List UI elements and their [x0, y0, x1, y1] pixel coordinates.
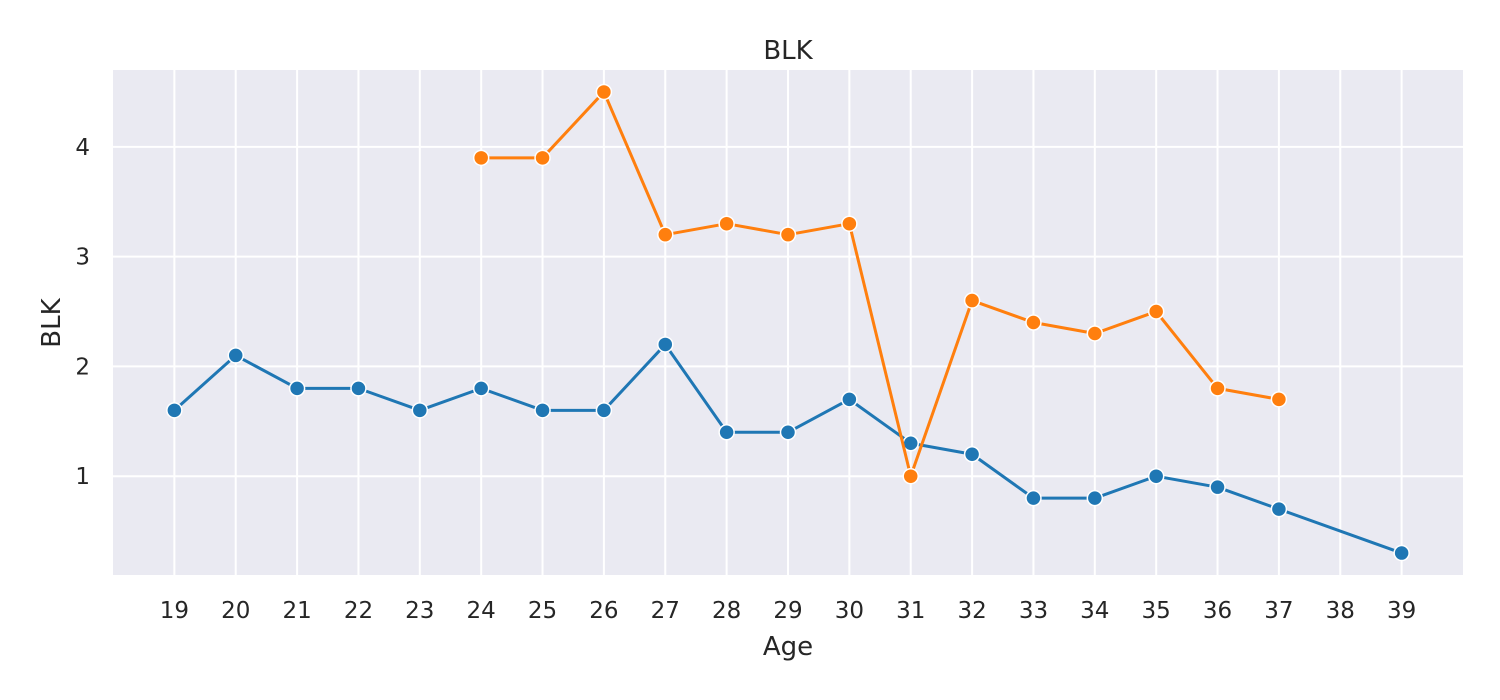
x-tick-label: 32: [957, 598, 986, 624]
chart-title: BLK: [763, 36, 813, 66]
x-tick-label: 26: [589, 598, 618, 624]
x-tick-label: 20: [221, 598, 250, 624]
data-point: [1025, 314, 1042, 331]
x-tick-label: 39: [1387, 598, 1416, 624]
data-point: [1270, 391, 1288, 408]
x-tick-label: 28: [712, 598, 741, 624]
x-tick-label: 38: [1326, 598, 1355, 624]
x-tick-label: 21: [282, 598, 311, 624]
data-point: [166, 402, 183, 419]
data-point: [227, 347, 244, 364]
data-point: [534, 402, 551, 419]
data-point: [902, 467, 919, 485]
data-point: [963, 292, 981, 309]
data-point: [779, 226, 797, 243]
x-tick-label: 31: [896, 598, 925, 624]
tick-labels: 19 20 21 22 23 24 25 26 27 28 29 30 31 32 33 34 35 36 37 38…: [75, 135, 1416, 624]
series-layer: [166, 83, 1410, 562]
x-tick-label: 27: [651, 598, 680, 624]
x-tick-label: 33: [1019, 598, 1048, 624]
data-point: [472, 149, 490, 167]
data-point: [718, 424, 735, 441]
data-point: [963, 445, 981, 463]
y-tick-label: 1: [75, 464, 90, 490]
data-point: [779, 424, 797, 441]
data-point: [657, 336, 674, 353]
data-point: [1393, 544, 1410, 562]
x-tick-label: 25: [528, 598, 557, 624]
data-point: [841, 215, 858, 232]
x-tick-label: 37: [1264, 598, 1293, 624]
data-point: [841, 391, 858, 408]
data-point: [1025, 489, 1042, 507]
data-point: [595, 83, 613, 101]
x-axis-label: Age: [763, 632, 813, 662]
data-point: [288, 380, 306, 397]
x-tick-label: 22: [344, 598, 373, 624]
series-line: [481, 90, 1280, 478]
y-tick-label: 2: [75, 354, 90, 380]
data-point: [1086, 489, 1104, 507]
series-2: [472, 83, 1288, 485]
x-tick-label: 19: [160, 598, 189, 624]
x-tick-label: 30: [835, 598, 864, 624]
x-tick-label: 29: [773, 598, 802, 624]
data-point: [1209, 478, 1226, 496]
data-point: [1147, 303, 1165, 320]
data-point: [1086, 325, 1104, 342]
series-line: [173, 342, 1403, 555]
series-1: [166, 336, 1410, 562]
data-point: [657, 226, 674, 243]
data-point: [1147, 467, 1165, 485]
data-point: [534, 149, 551, 167]
x-tick-label: 36: [1203, 598, 1232, 624]
y-axis-label: BLK: [37, 297, 67, 347]
x-tick-label: 24: [467, 598, 496, 624]
data-point: [350, 380, 367, 397]
x-tick-label: 35: [1142, 598, 1171, 624]
data-point: [411, 402, 429, 419]
y-tick-label: 4: [75, 135, 90, 161]
data-point: [1209, 380, 1226, 397]
data-point: [1270, 500, 1288, 518]
data-point: [718, 215, 735, 232]
x-tick-label: 34: [1080, 598, 1109, 624]
data-point: [472, 380, 490, 397]
x-tick-label: 23: [405, 598, 434, 624]
y-tick-label: 3: [75, 245, 90, 271]
data-point: [595, 402, 613, 419]
